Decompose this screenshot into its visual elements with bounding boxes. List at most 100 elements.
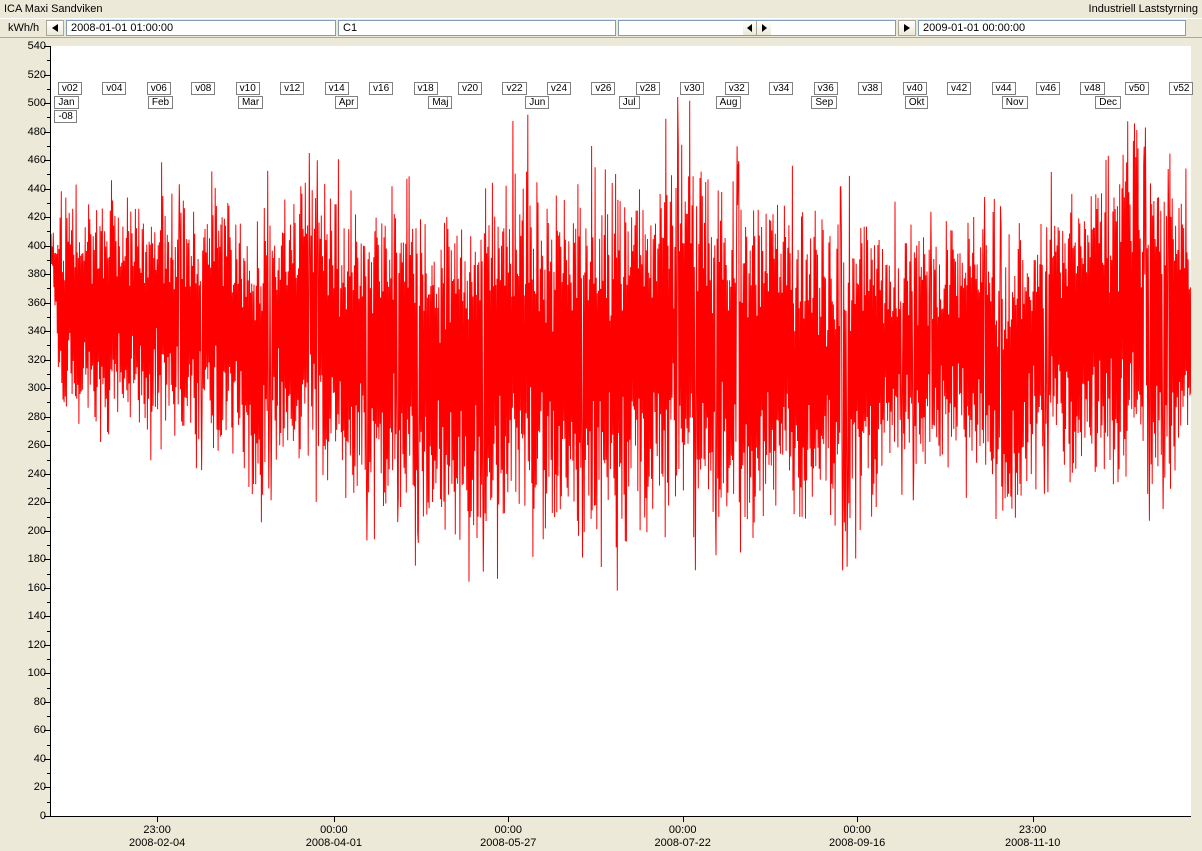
seek-end-button[interactable] [898, 20, 916, 36]
ytick-label: 480 [18, 126, 46, 138]
week-tag[interactable]: v32 [725, 82, 749, 95]
week-tag[interactable]: v16 [369, 82, 393, 95]
xtick-time: 23:00 [1005, 824, 1060, 837]
start-time-value: 2008-01-01 01:00:00 [71, 22, 173, 34]
xtick-date: 2008-05-27 [480, 837, 536, 850]
end-time-value: 2009-01-01 00:00:00 [923, 22, 1025, 34]
xtick [334, 816, 335, 822]
week-tag[interactable]: v18 [414, 82, 438, 95]
month-tag[interactable]: Feb [148, 96, 173, 109]
xtick-label: 00:002008-07-22 [655, 824, 711, 850]
app-window: ICA Maxi Sandviken Industriell Laststyrn… [0, 0, 1202, 851]
month-tag[interactable]: Mar [238, 96, 263, 109]
xtick-date: 2008-09-16 [829, 837, 885, 850]
ytick-label: 180 [18, 553, 46, 565]
month-tag[interactable]: Okt [905, 96, 929, 109]
ytick-label: 60 [18, 724, 46, 736]
ytick-minor [47, 431, 50, 432]
week-tag[interactable]: v12 [280, 82, 304, 95]
week-tag[interactable]: v06 [147, 82, 171, 95]
ytick-label: 220 [18, 496, 46, 508]
month-tag[interactable]: Jul [619, 96, 640, 109]
xtick-time: 00:00 [655, 824, 711, 837]
ytick-minor [47, 716, 50, 717]
ytick-minor [47, 688, 50, 689]
month-tag[interactable]: Jun [525, 96, 549, 109]
week-tag[interactable]: v20 [458, 82, 482, 95]
ytick-label: 140 [18, 610, 46, 622]
month-tag[interactable]: Apr [335, 96, 359, 109]
xtick-label: 23:002008-11-10 [1005, 824, 1060, 850]
start-time-field[interactable]: 2008-01-01 01:00:00 [66, 20, 336, 36]
week-tag[interactable]: v42 [947, 82, 971, 95]
ytick-minor [47, 773, 50, 774]
ytick-minor [47, 117, 50, 118]
ytick-minor [47, 203, 50, 204]
horizontal-scroll[interactable] [618, 20, 896, 36]
week-tag[interactable]: v38 [858, 82, 882, 95]
ytick-label: 460 [18, 154, 46, 166]
week-tag[interactable]: v02 [58, 82, 82, 95]
week-tag[interactable]: v46 [1036, 82, 1060, 95]
week-tag[interactable]: v24 [547, 82, 571, 95]
month-tag[interactable]: Nov [1002, 96, 1028, 109]
month-tag[interactable]: Jan [54, 96, 78, 109]
channel-field[interactable]: C1 [338, 20, 616, 36]
channel-value: C1 [343, 22, 357, 34]
week-tag[interactable]: v10 [236, 82, 260, 95]
toolbar: kWh/h 2008-01-01 01:00:00 C1 2009-01- [0, 18, 1202, 38]
title-right: Industriell Laststyrning [1089, 3, 1198, 15]
week-tag[interactable]: v52 [1169, 82, 1193, 95]
ytick-minor [47, 402, 50, 403]
xtick [508, 816, 509, 822]
week-tag[interactable]: v36 [814, 82, 838, 95]
ytick-minor [47, 260, 50, 261]
xtick-label: 00:002008-09-16 [829, 824, 885, 850]
ytick-label: 240 [18, 468, 46, 480]
data-series [51, 46, 1191, 816]
ytick-minor [47, 545, 50, 546]
ytick-label: 20 [18, 781, 46, 793]
week-tag[interactable]: v14 [325, 82, 349, 95]
xtick-time: 00:00 [829, 824, 885, 837]
chart-area: v02 v04 v06 v08 v10 v12 v14 v16 v18 v20 v22 v24 v26 v… [0, 38, 1202, 851]
week-tag[interactable]: v26 [591, 82, 615, 95]
ytick-label: 160 [18, 582, 46, 594]
ytick-label: 40 [18, 753, 46, 765]
week-tag[interactable]: v04 [102, 82, 126, 95]
week-tag[interactable]: v40 [903, 82, 927, 95]
ytick-label: 400 [18, 240, 46, 252]
month-tag[interactable]: Aug [716, 96, 742, 109]
week-tag[interactable]: v28 [636, 82, 660, 95]
ytick-label: 80 [18, 696, 46, 708]
scroll-left-button[interactable] [743, 21, 757, 35]
plot[interactable]: v02 v04 v06 v08 v10 v12 v14 v16 v18 v20 v22 v24 v26 v… [50, 46, 1191, 817]
scroll-right-button[interactable] [757, 21, 771, 35]
week-tag[interactable]: v50 [1125, 82, 1149, 95]
ytick-label: 340 [18, 325, 46, 337]
ytick-label: 500 [18, 97, 46, 109]
month-tag[interactable]: Sep [811, 96, 837, 109]
ytick-label: 120 [18, 639, 46, 651]
week-tag[interactable]: v34 [769, 82, 793, 95]
ytick-label: 320 [18, 354, 46, 366]
ytick-label: 360 [18, 297, 46, 309]
ytick-minor [47, 174, 50, 175]
month-tag[interactable]: Dec [1095, 96, 1121, 109]
week-tag[interactable]: v48 [1080, 82, 1104, 95]
month-tag[interactable]: Maj [428, 96, 452, 109]
title-left: ICA Maxi Sandviken [4, 3, 102, 15]
xtick-date: 2008-11-10 [1005, 837, 1060, 850]
xtick-label: 00:002008-05-27 [480, 824, 536, 850]
week-tag[interactable]: v22 [502, 82, 526, 95]
year-tag[interactable]: -08 [54, 110, 76, 123]
week-tag[interactable]: v30 [680, 82, 704, 95]
end-time-field[interactable]: 2009-01-01 00:00:00 [918, 20, 1186, 36]
xtick-date: 2008-04-01 [306, 837, 362, 850]
week-tag[interactable]: v08 [191, 82, 215, 95]
y-axis-unit-label: kWh/h [2, 22, 46, 34]
seek-start-button[interactable] [46, 20, 64, 36]
ytick-minor [47, 488, 50, 489]
week-tag[interactable]: v44 [992, 82, 1016, 95]
xtick [683, 816, 684, 822]
